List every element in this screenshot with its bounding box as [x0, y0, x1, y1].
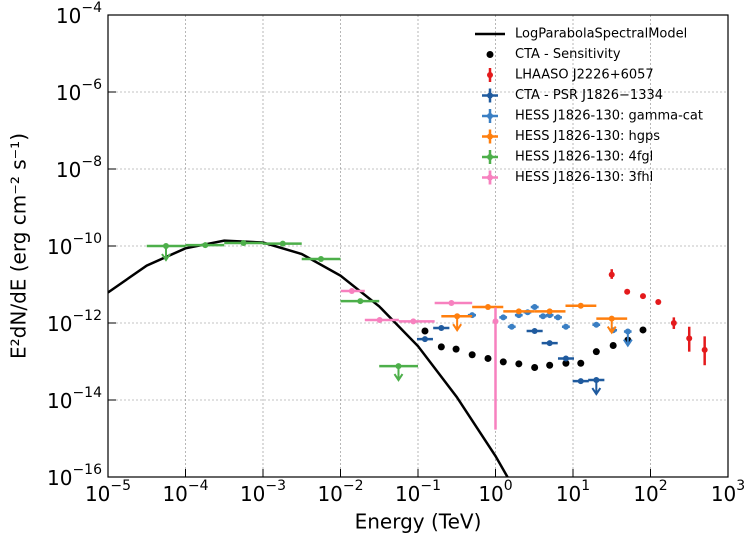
- point: [531, 304, 538, 311]
- marks: [108, 239, 708, 477]
- point: [279, 240, 286, 247]
- point: [593, 377, 600, 384]
- point: [240, 239, 247, 246]
- legend-label: CTA - Sensitivity: [515, 47, 621, 62]
- point: [577, 378, 584, 385]
- point: [546, 361, 554, 369]
- model-curve: [108, 239, 509, 477]
- legend-marker: [487, 174, 493, 181]
- y-tick-label: 10−4: [56, 0, 102, 28]
- point: [609, 342, 617, 350]
- point: [500, 314, 507, 321]
- point: [592, 348, 600, 356]
- point: [410, 318, 417, 325]
- point: [438, 325, 445, 332]
- legend-label: LogParabolaSpectralModel: [515, 27, 687, 42]
- point: [515, 360, 523, 368]
- point: [454, 313, 461, 320]
- point: [624, 288, 631, 295]
- point: [448, 300, 455, 307]
- y-tick-label: 10−10: [47, 231, 102, 259]
- point: [202, 242, 209, 249]
- point: [686, 335, 693, 342]
- x-tick-label: 101: [556, 478, 590, 506]
- x-tick-label: 100: [478, 478, 512, 506]
- x-axis-label: Energy (TeV): [355, 510, 482, 534]
- point: [421, 336, 428, 343]
- point: [468, 351, 476, 359]
- point: [348, 287, 355, 294]
- point: [593, 321, 600, 328]
- point: [655, 299, 662, 306]
- point: [452, 345, 460, 353]
- legend-label: HESS J1826-130: hgps: [515, 129, 660, 144]
- legend-label: HESS J1826-130: 3fhl: [515, 170, 653, 185]
- y-axis-label: E²dN/dE (erg cm⁻² s⁻¹): [7, 133, 31, 359]
- y-tick-label: 10−14: [47, 385, 102, 413]
- legend-marker: [487, 72, 493, 78]
- legend-label: LHAASO J2226+6057: [515, 68, 654, 83]
- point: [562, 323, 569, 330]
- y-tick-label: 10−16: [47, 462, 102, 490]
- point: [539, 313, 546, 320]
- point: [357, 298, 364, 305]
- axes: 10−5 10−4 10−3 10−2 10−1 100 101 102 103 10−16 10−…: [47, 0, 745, 506]
- point: [484, 354, 492, 362]
- point: [608, 271, 615, 278]
- point: [624, 328, 631, 335]
- legend-marker: [487, 133, 493, 140]
- point: [670, 320, 677, 326]
- legend-marker: [487, 154, 493, 160]
- point: [701, 346, 708, 353]
- point: [562, 359, 570, 367]
- x-tick-label: 10−1: [395, 478, 441, 506]
- y-tick-label: 10−6: [56, 77, 102, 105]
- point: [437, 343, 445, 351]
- point: [376, 316, 383, 323]
- point: [317, 255, 324, 262]
- point: [531, 363, 539, 371]
- x-tick-label: 10−4: [162, 478, 208, 506]
- point: [515, 308, 522, 315]
- y-tick-label: 10−8: [56, 154, 102, 182]
- point: [608, 315, 615, 322]
- x-tick-label: 103: [711, 478, 745, 506]
- legend-label: HESS J1826-130: gamma-cat: [515, 109, 703, 124]
- point: [162, 243, 169, 249]
- point: [395, 363, 402, 370]
- point: [499, 358, 507, 366]
- point: [639, 326, 647, 334]
- point: [492, 318, 499, 325]
- point: [531, 327, 538, 334]
- point: [562, 355, 569, 362]
- point: [421, 327, 429, 335]
- y-tick-label: 10−12: [47, 308, 102, 336]
- point: [577, 302, 584, 309]
- x-tick-label: 10−2: [317, 478, 363, 506]
- point: [508, 323, 515, 330]
- point: [577, 359, 585, 367]
- point: [546, 308, 553, 315]
- x-tick-label: 102: [633, 478, 667, 506]
- legend-label: HESS J1826-130: 4fgl: [515, 150, 653, 165]
- point: [546, 340, 553, 347]
- point: [639, 293, 646, 300]
- legend-marker: [486, 51, 494, 58]
- point: [484, 304, 491, 311]
- legend-marker: [487, 92, 493, 99]
- x-tick-label: 10−3: [240, 478, 286, 506]
- legend-label: CTA - PSR J1826−1334: [515, 88, 663, 103]
- legend: LogParabolaSpectralModel CTA - Sensitivit…: [475, 27, 703, 185]
- legend-marker: [487, 113, 493, 119]
- point: [554, 314, 561, 321]
- x-tick-label: 10−5: [85, 478, 131, 506]
